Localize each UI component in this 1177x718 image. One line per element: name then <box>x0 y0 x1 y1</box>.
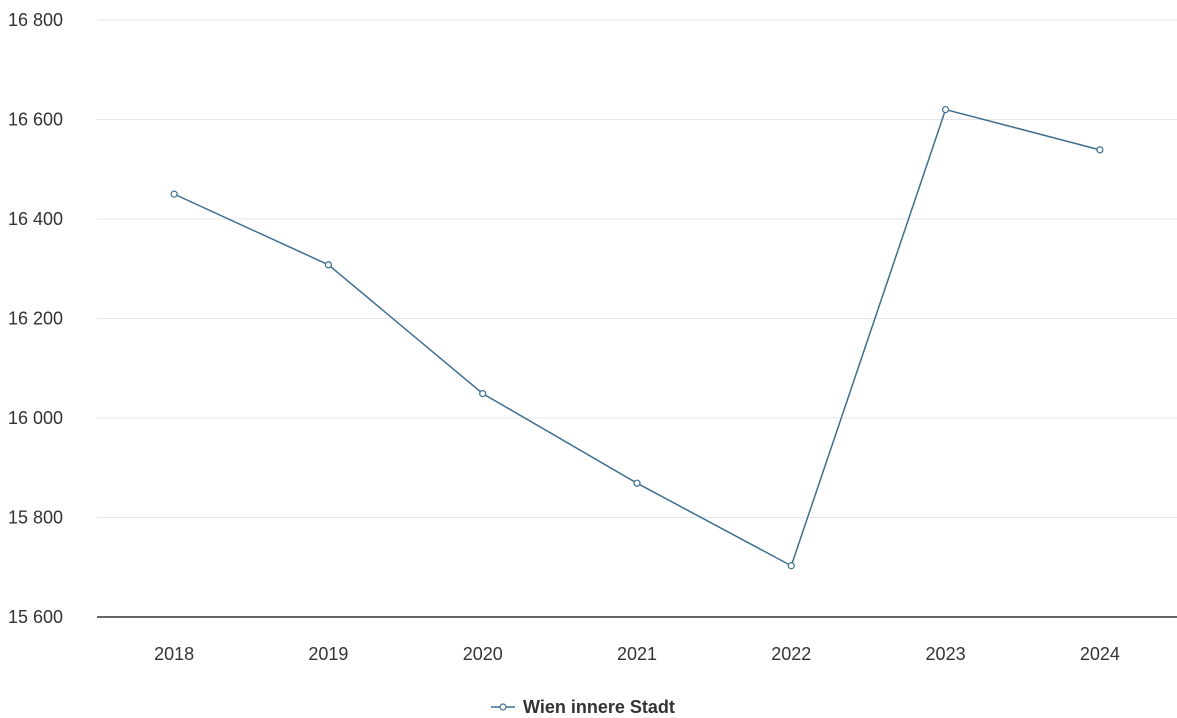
series-line <box>173 108 1101 567</box>
y-tick-label: 16 200 <box>8 309 63 329</box>
gridlines <box>97 19 1177 518</box>
y-tick-label: 15 800 <box>8 508 63 528</box>
data-point[interactable] <box>1096 146 1104 154</box>
x-tick-label: 2023 <box>926 644 966 664</box>
x-tick-label: 2018 <box>154 644 194 664</box>
data-point[interactable] <box>941 105 950 114</box>
x-tick-label: 2021 <box>617 644 657 664</box>
data-point[interactable] <box>479 390 487 398</box>
series-layer <box>170 105 1104 570</box>
x-axis: 2018 2019 2020 2021 2022 2023 2024 <box>97 616 1177 664</box>
x-tick-label: 2019 <box>308 644 348 664</box>
data-point[interactable] <box>170 190 178 198</box>
y-tick-label: 16 000 <box>8 408 63 428</box>
legend-label[interactable]: Wien innere Stadt <box>523 697 675 717</box>
x-tick-label: 2022 <box>771 644 811 664</box>
y-tick-label: 16 600 <box>8 110 63 130</box>
y-axis: 15 600 15 800 16 000 16 200 16 400 16 600 16 8… <box>8 10 63 627</box>
y-tick-label: 16 800 <box>8 10 63 30</box>
x-tick-label: 2020 <box>463 644 503 664</box>
data-point[interactable] <box>787 562 795 570</box>
legend-swatch-marker <box>499 703 507 711</box>
y-tick-label: 15 600 <box>8 607 63 627</box>
series-group <box>170 105 1104 570</box>
x-tick-label: 2024 <box>1080 644 1120 664</box>
data-point[interactable] <box>324 261 333 269</box>
data-point[interactable] <box>633 479 641 487</box>
y-tick-label: 16 400 <box>8 209 63 229</box>
legend[interactable]: Wien innere Stadt <box>491 697 675 717</box>
